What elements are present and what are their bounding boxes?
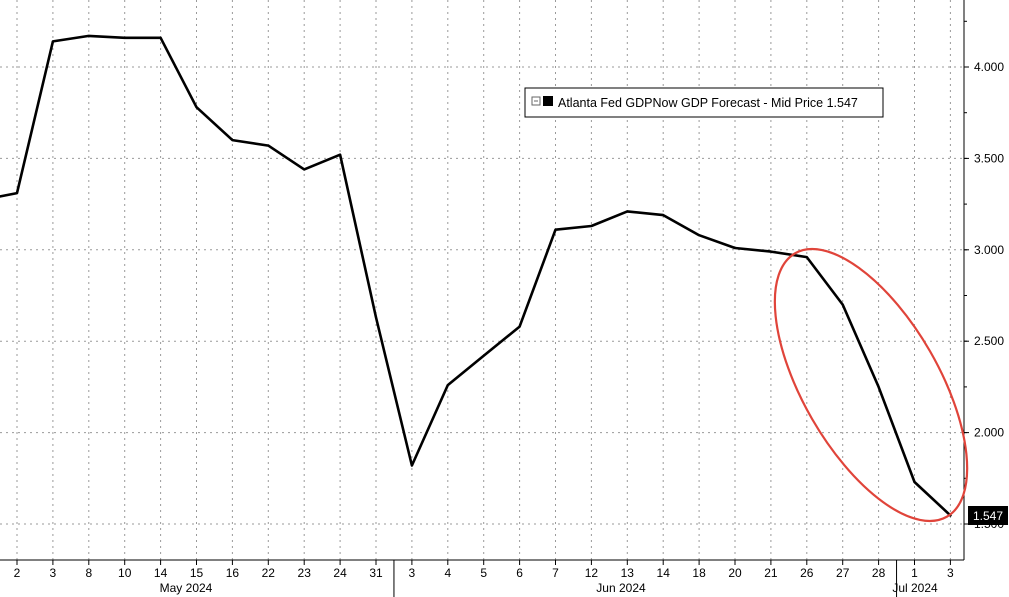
x-tick-label: 3 bbox=[947, 566, 954, 580]
x-tick-label: 13 bbox=[621, 566, 635, 580]
x-tick-label: 3 bbox=[409, 566, 416, 580]
y-tick-label: 3.500 bbox=[974, 151, 1004, 165]
last-value-text: 1.547 bbox=[973, 509, 1003, 523]
x-tick-label: 2 bbox=[14, 566, 21, 580]
highlight-ellipse bbox=[773, 247, 969, 523]
x-tick-label: 10 bbox=[118, 566, 132, 580]
x-tick-label: 8 bbox=[85, 566, 92, 580]
x-tick-label: 26 bbox=[800, 566, 814, 580]
x-tick-label: 28 bbox=[872, 566, 886, 580]
y-tick-label: 2.000 bbox=[974, 426, 1004, 440]
x-tick-label: 3 bbox=[50, 566, 57, 580]
x-tick-label: 31 bbox=[369, 566, 383, 580]
y-tick-label: 3.000 bbox=[974, 243, 1004, 257]
x-tick-label: 16 bbox=[226, 566, 240, 580]
legend-swatch bbox=[543, 96, 553, 106]
x-tick-label: 6 bbox=[516, 566, 523, 580]
month-label: May 2024 bbox=[160, 581, 213, 595]
x-tick-label: 23 bbox=[298, 566, 312, 580]
x-tick-label: 1 bbox=[911, 566, 918, 580]
x-tick-label: 5 bbox=[480, 566, 487, 580]
y-tick-label: 2.500 bbox=[974, 334, 1004, 348]
x-axis-ticks: 2 3 8 10 14 15 16 22 23 24 31 3 4 5 6 7 12 13 14 18 20 21 26 27… bbox=[14, 560, 954, 580]
x-tick-label: 22 bbox=[262, 566, 276, 580]
legend-label: Atlanta Fed GDPNow GDP Forecast - Mid Pr… bbox=[558, 96, 858, 110]
x-tick-label: 14 bbox=[657, 566, 671, 580]
x-tick-label: 21 bbox=[764, 566, 778, 580]
legend: Atlanta Fed GDPNow GDP Forecast - Mid Pr… bbox=[524, 87, 884, 118]
month-labels: May 2024 Jun 2024 Jul 2024 bbox=[160, 560, 938, 597]
axes bbox=[0, 0, 965, 561]
y-tick-label: 4.000 bbox=[974, 60, 1004, 74]
grid-lines bbox=[0, 0, 964, 560]
x-tick-label: 12 bbox=[585, 566, 599, 580]
legend-box bbox=[524, 87, 884, 118]
x-tick-label: 18 bbox=[692, 566, 706, 580]
x-tick-label: 15 bbox=[190, 566, 204, 580]
month-label: Jun 2024 bbox=[596, 581, 646, 595]
last-value-tag: 1.547 bbox=[968, 506, 1008, 525]
x-tick-label: 4 bbox=[444, 566, 451, 580]
month-label: Jul 2024 bbox=[892, 581, 938, 595]
x-tick-label: 27 bbox=[836, 566, 850, 580]
x-tick-label: 7 bbox=[552, 566, 559, 580]
x-tick-label: 14 bbox=[154, 566, 168, 580]
last-value-box bbox=[968, 506, 1008, 525]
x-tick-label: 24 bbox=[333, 566, 347, 580]
series-line-gdpnow bbox=[0, 34, 952, 517]
x-tick-label: 20 bbox=[728, 566, 742, 580]
